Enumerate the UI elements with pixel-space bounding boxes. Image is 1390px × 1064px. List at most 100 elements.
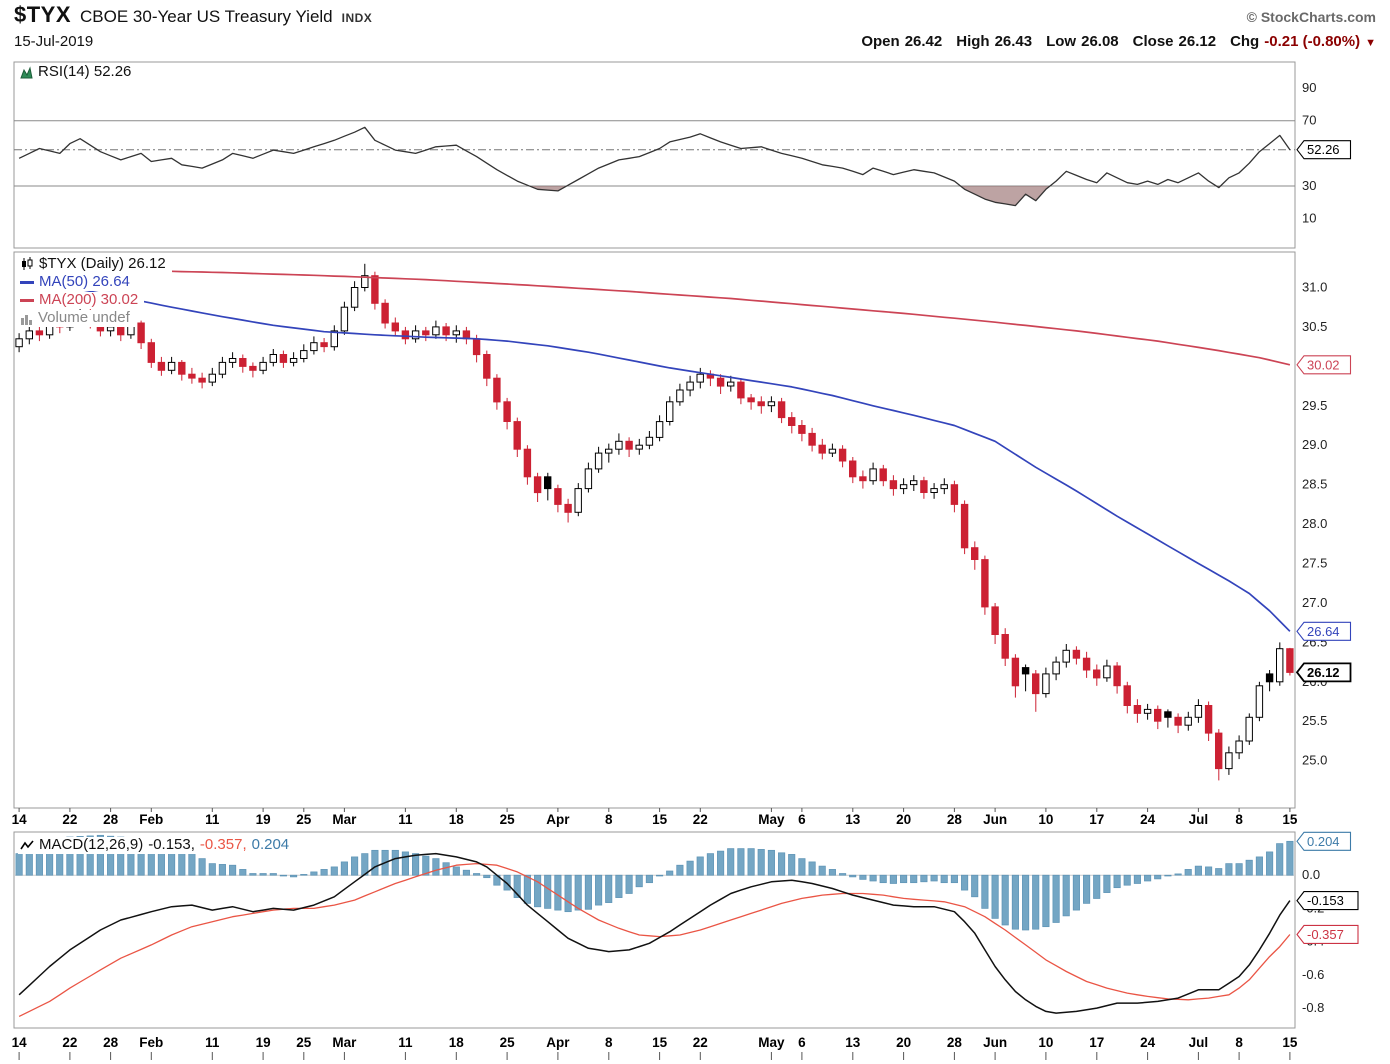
svg-text:Feb: Feb [139, 1035, 163, 1050]
svg-text:Mar: Mar [332, 812, 357, 827]
svg-text:19: 19 [256, 1035, 271, 1050]
macd-signal-value: -0.357, [199, 836, 247, 853]
macd-panel-plot [13, 831, 1296, 1029]
svg-text:8: 8 [605, 1035, 613, 1050]
svg-text:May: May [758, 812, 785, 827]
svg-text:Jul: Jul [1189, 812, 1209, 827]
volume-legend: Volume undef [18, 310, 136, 327]
svg-text:30.5: 30.5 [1302, 319, 1327, 334]
svg-text:25: 25 [500, 812, 516, 827]
stockcharts-credit: © StockCharts.com [1246, 9, 1376, 25]
exchange-label: INDX [341, 11, 373, 25]
macd-line-icon [20, 839, 34, 851]
svg-text:Apr: Apr [546, 812, 570, 827]
symbol: $TYX [14, 2, 72, 27]
svg-text:52.26: 52.26 [1307, 142, 1340, 157]
candlestick-icon [20, 257, 34, 271]
svg-text:25: 25 [296, 1035, 312, 1050]
svg-text:14: 14 [12, 1035, 28, 1050]
svg-text:25.0: 25.0 [1302, 753, 1327, 768]
svg-text:25: 25 [296, 812, 312, 827]
svg-text:70: 70 [1302, 113, 1316, 128]
svg-text:28: 28 [103, 812, 119, 827]
svg-text:13: 13 [845, 1035, 861, 1050]
svg-text:10: 10 [1038, 812, 1053, 827]
svg-text:24: 24 [1140, 812, 1156, 827]
svg-text:11: 11 [205, 1035, 220, 1050]
svg-text:15: 15 [652, 1035, 668, 1050]
page-title: CBOE 30-Year US Treasury Yield [80, 7, 333, 26]
ma50-legend: MA(50) 26.64 [18, 274, 136, 291]
svg-text:20: 20 [896, 1035, 911, 1050]
svg-text:0.204: 0.204 [1307, 834, 1340, 849]
svg-text:28: 28 [103, 1035, 119, 1050]
svg-text:15: 15 [652, 812, 668, 827]
rsi-label: RSI(14) 52.26 [38, 63, 132, 80]
svg-text:Jun: Jun [983, 1035, 1007, 1050]
title-row: $TYX CBOE 30-Year US Treasury Yield INDX… [14, 2, 1376, 28]
ma200-label: MA(200) 30.02 [39, 291, 139, 308]
svg-text:25.5: 25.5 [1302, 713, 1327, 728]
macd-label: MACD(12,26,9) [39, 836, 144, 853]
svg-text:-0.153: -0.153 [1307, 893, 1344, 908]
high-label: High [956, 33, 990, 50]
svg-text:27.0: 27.0 [1302, 595, 1327, 610]
price-panel-plot [13, 251, 1296, 809]
svg-text:30.02: 30.02 [1307, 357, 1340, 372]
macd-value: -0.153, [148, 836, 195, 853]
svg-text:-0.357: -0.357 [1307, 927, 1344, 942]
svg-text:-0.6: -0.6 [1302, 967, 1324, 982]
svg-text:90: 90 [1302, 80, 1316, 95]
svg-text:May: May [758, 1035, 785, 1050]
rsi-legend: RSI(14) 52.26 [18, 63, 138, 81]
svg-text:28.0: 28.0 [1302, 516, 1327, 531]
macd-hist-value: 0.204 [251, 836, 290, 853]
svg-text:10: 10 [1038, 1035, 1053, 1050]
svg-text:28: 28 [947, 812, 963, 827]
change-down-arrow-icon: ▼ [1365, 37, 1376, 49]
close-value: 26.12 [1178, 33, 1217, 50]
svg-text:0.0: 0.0 [1302, 867, 1320, 882]
ohlc-quote: Open 26.42 High 26.43 Low 26.08 Close 26… [861, 33, 1376, 50]
open-label: Open [861, 33, 900, 50]
price-legend-title: $TYX (Daily) 26.12 [18, 256, 172, 273]
chg-value: -0.21 (-0.80%) [1264, 33, 1361, 50]
svg-text:10: 10 [1302, 211, 1316, 226]
svg-text:8: 8 [1235, 1035, 1243, 1050]
svg-text:15: 15 [1282, 812, 1298, 827]
svg-text:8: 8 [605, 812, 613, 827]
svg-text:20: 20 [896, 812, 911, 827]
svg-text:15: 15 [1282, 1035, 1298, 1050]
low-label: Low [1046, 33, 1077, 50]
svg-text:27.5: 27.5 [1302, 556, 1327, 571]
quote-row: 15-Jul-2019 Open 26.42 High 26.43 Low 26… [14, 33, 1376, 50]
svg-text:22: 22 [693, 1035, 708, 1050]
svg-text:6: 6 [798, 812, 806, 827]
svg-text:26.12: 26.12 [1307, 665, 1340, 680]
volume-label: Volume undef [38, 309, 130, 326]
svg-text:17: 17 [1089, 812, 1104, 827]
svg-text:24: 24 [1140, 1035, 1156, 1050]
ma50-line-icon [20, 280, 34, 284]
svg-text:29.0: 29.0 [1302, 437, 1327, 452]
svg-text:11: 11 [398, 812, 413, 827]
svg-text:Jul: Jul [1189, 1035, 1209, 1050]
svg-text:30: 30 [1302, 178, 1316, 193]
macd-legend: MACD(12,26,9) -0.153, -0.357, 0.204 [18, 836, 296, 854]
open-value: 26.42 [904, 33, 943, 50]
svg-text:22: 22 [693, 812, 708, 827]
price-series-label: $TYX (Daily) 26.12 [39, 255, 166, 272]
svg-text:19: 19 [256, 812, 271, 827]
svg-text:Mar: Mar [332, 1035, 357, 1050]
svg-text:14: 14 [12, 812, 28, 827]
svg-text:28: 28 [947, 1035, 963, 1050]
svg-text:Feb: Feb [139, 812, 163, 827]
ma50-label: MA(50) 26.64 [39, 273, 130, 290]
svg-text:22: 22 [62, 1035, 77, 1050]
svg-text:-0.8: -0.8 [1302, 1000, 1324, 1015]
svg-text:28.5: 28.5 [1302, 477, 1327, 492]
svg-text:29.5: 29.5 [1302, 398, 1327, 413]
svg-text:11: 11 [398, 1035, 413, 1050]
